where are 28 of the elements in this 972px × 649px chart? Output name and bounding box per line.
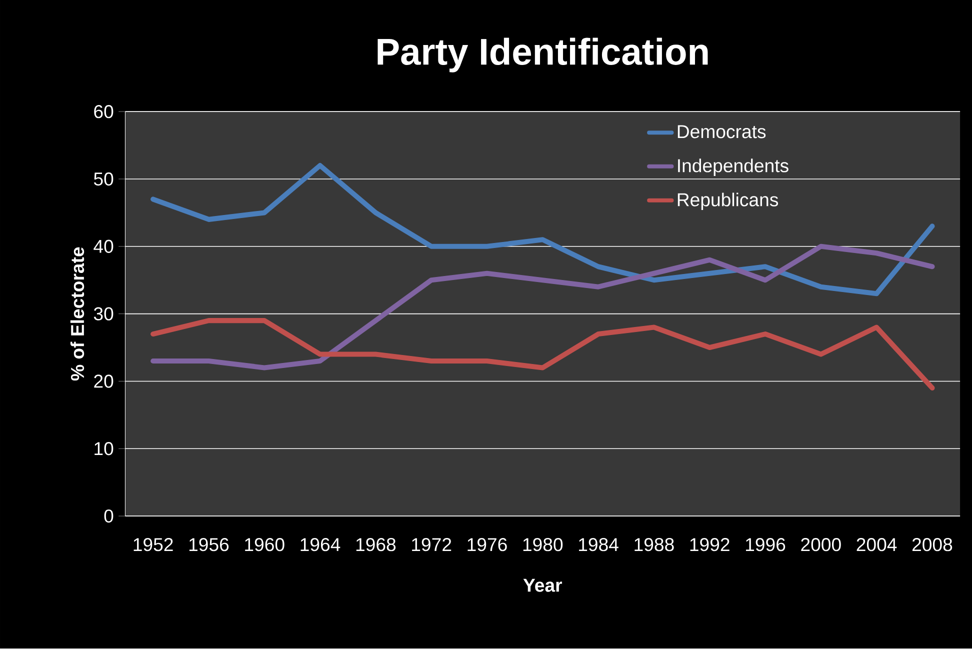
x-tick-label: 2008 bbox=[912, 538, 952, 552]
y-tick-label: 10 bbox=[94, 442, 114, 456]
y-tick-label: 50 bbox=[94, 172, 114, 186]
x-tick-label: 1956 bbox=[189, 538, 229, 552]
x-tick-label: 1952 bbox=[134, 538, 173, 552]
x-tick-label: 2004 bbox=[856, 538, 897, 552]
y-tick-label: 0 bbox=[104, 510, 114, 523]
legend-label: Democrats bbox=[678, 125, 766, 138]
y-axis-title: % of Electorate bbox=[70, 248, 84, 381]
y-tick-label: 40 bbox=[94, 240, 114, 254]
x-tick-label: 1968 bbox=[356, 538, 396, 552]
y-tick-label: 60 bbox=[94, 105, 114, 118]
x-tick-label: 1984 bbox=[579, 538, 618, 552]
x-tick-label: 1964 bbox=[300, 538, 340, 552]
x-axis-title: Year bbox=[523, 579, 562, 592]
x-tick-label: 1972 bbox=[412, 538, 452, 552]
y-tick-label: 20 bbox=[94, 374, 114, 388]
x-tick-label: 2000 bbox=[801, 538, 841, 552]
legend-label: Independents bbox=[678, 158, 788, 176]
x-tick-label: 1980 bbox=[523, 538, 563, 552]
x-tick-label: 1960 bbox=[245, 538, 284, 552]
chart-title: Party Identification bbox=[378, 38, 708, 73]
x-tick-label: 1992 bbox=[690, 538, 730, 552]
y-tick-label: 30 bbox=[94, 307, 114, 321]
x-tick-label: 1996 bbox=[746, 538, 786, 552]
x-tick-label: 1988 bbox=[634, 538, 674, 552]
legend-label: Republicans bbox=[678, 192, 778, 210]
x-tick-label: 1976 bbox=[468, 538, 507, 552]
